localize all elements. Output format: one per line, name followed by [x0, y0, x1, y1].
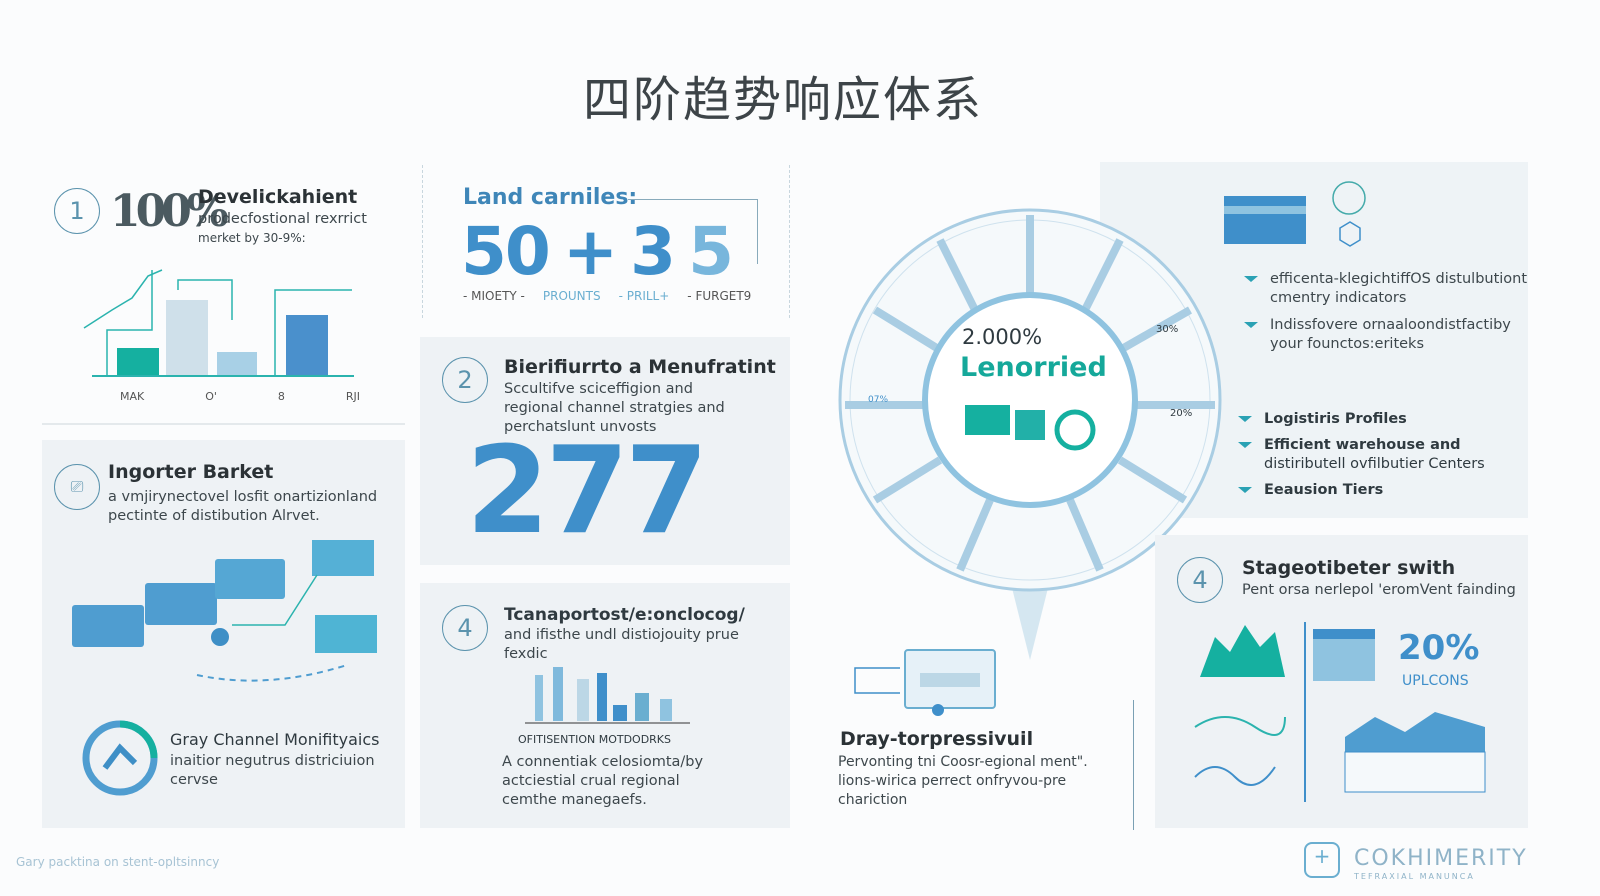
- list-item: Indissfovere ornaaloondistfactiby your fo…: [1244, 316, 1527, 354]
- gauge-icon: [82, 720, 158, 796]
- bullet-list-2: Logistiris Profiles Efficient warehouse …: [1238, 410, 1485, 500]
- warehouse-icon: [1224, 181, 1366, 247]
- list-item: Eeausion Tiers: [1238, 481, 1485, 500]
- sub-desc: inaitior negutrus districiuion cervse: [170, 753, 375, 788]
- big-number: 277: [466, 422, 708, 561]
- section-desc: and ifisthe undl distiojouity prue fexdic: [504, 627, 739, 662]
- monitor-icon: ⎚: [54, 464, 100, 510]
- chart-labels: MAK O' 8 RJI: [120, 390, 360, 403]
- section-desc: Pervonting tni Coosr-egional ment". lions…: [838, 754, 1088, 808]
- market-charts-icon: [72, 540, 377, 682]
- section-desc: Sccultifve sciceffigion and regional chan…: [504, 381, 725, 435]
- bullet-list: efficenta-klegichtiffOS distulbutiont cme…: [1244, 270, 1527, 354]
- stage-percent-label: UPLCONS: [1402, 673, 1469, 689]
- city-buildings-icon: [525, 667, 690, 724]
- page-title: 四阶趋势响应体系: [582, 72, 983, 128]
- section-heading: Develickahient: [198, 186, 358, 208]
- section-desc: a vmjirynectovel losfit onartizionland pe…: [108, 489, 378, 524]
- section-desc: prodecfostional rexrrict merket by 30-9%:: [198, 211, 367, 245]
- document-transfer-icon: [854, 649, 996, 716]
- section-desc: Pent orsa nerlepol 'eromVent fainding: [1242, 582, 1516, 598]
- section-heading: Dray-torpressivuil: [840, 728, 1034, 750]
- section-heading: Stageotibeter swith: [1242, 557, 1456, 579]
- stage-percent: 20%: [1398, 628, 1480, 668]
- stats-label: Land carniles:: [463, 185, 638, 210]
- section-heading: Tcanaportost/e:onclocog/: [504, 605, 745, 625]
- center-cycle-diagram: [838, 208, 1222, 660]
- list-item: Efficient warehouse and distiributell ovf…: [1238, 436, 1485, 474]
- bar-chart-icon: [83, 269, 354, 377]
- section-heading: Ingorter Barket: [108, 461, 274, 483]
- ring-label: 07%: [868, 395, 889, 405]
- brand-logo-icon: +: [1304, 842, 1340, 878]
- section-4: 4 Tcanaportost/e:onclocog/ and ifisthe u…: [420, 583, 790, 828]
- stat-value: 100%: [110, 186, 229, 237]
- section-1: 1 100% Develickahient prodecfostional re…: [42, 170, 405, 425]
- center-label: Lenorried: [960, 352, 1107, 383]
- step-number: 4: [1177, 557, 1223, 603]
- stats-block: Land carniles: 50 +3 5 - MIOETY - PROUNTS - …: [422, 165, 790, 318]
- step-number: 4: [442, 605, 488, 651]
- brand-subtitle: TEFRAXIAL MANUNCA: [1354, 872, 1475, 881]
- list-item: Logistiris Profiles: [1238, 410, 1485, 429]
- brand-name: COKHIMERITY: [1354, 846, 1528, 871]
- divider: [1133, 700, 1134, 830]
- section-2: 2 Bierifiurrto a Menufratint Sccultifve …: [420, 337, 790, 565]
- footer-note: Gary packtina on stent-opltsinncy: [16, 855, 220, 869]
- center-percent: 2.000%: [962, 325, 1043, 349]
- step-number: 2: [442, 357, 488, 403]
- list-item: efficenta-klegichtiffOS distulbutiont cme…: [1244, 270, 1527, 308]
- step-number: 1: [54, 188, 100, 234]
- stage-charts-icon: [1194, 622, 1486, 802]
- section-heading: Bierifiurrto a Menufratint: [504, 356, 776, 378]
- stats-captions: - MIOETY - PROUNTS - PRILL+ - FURGET9: [463, 289, 752, 303]
- sub-heading: Gray Channel Monifityaics: [170, 730, 380, 749]
- network-caption: OFITISENTION MOTDODRKS: [518, 733, 672, 746]
- ring-label: 20%: [1170, 408, 1193, 419]
- section-market: ⎚ Ingorter Barket a vmjirynectovel losfi…: [42, 440, 405, 828]
- section-desc-2: A connentiak celosiomta/by actciestial cr…: [502, 754, 704, 808]
- section-stage: 4 Stageotibeter swith Pent orsa nerlepol…: [1155, 535, 1528, 828]
- stats-values: 50 +3 5: [461, 213, 734, 290]
- connector-line: [628, 199, 758, 264]
- ring-label: 30%: [1156, 324, 1179, 335]
